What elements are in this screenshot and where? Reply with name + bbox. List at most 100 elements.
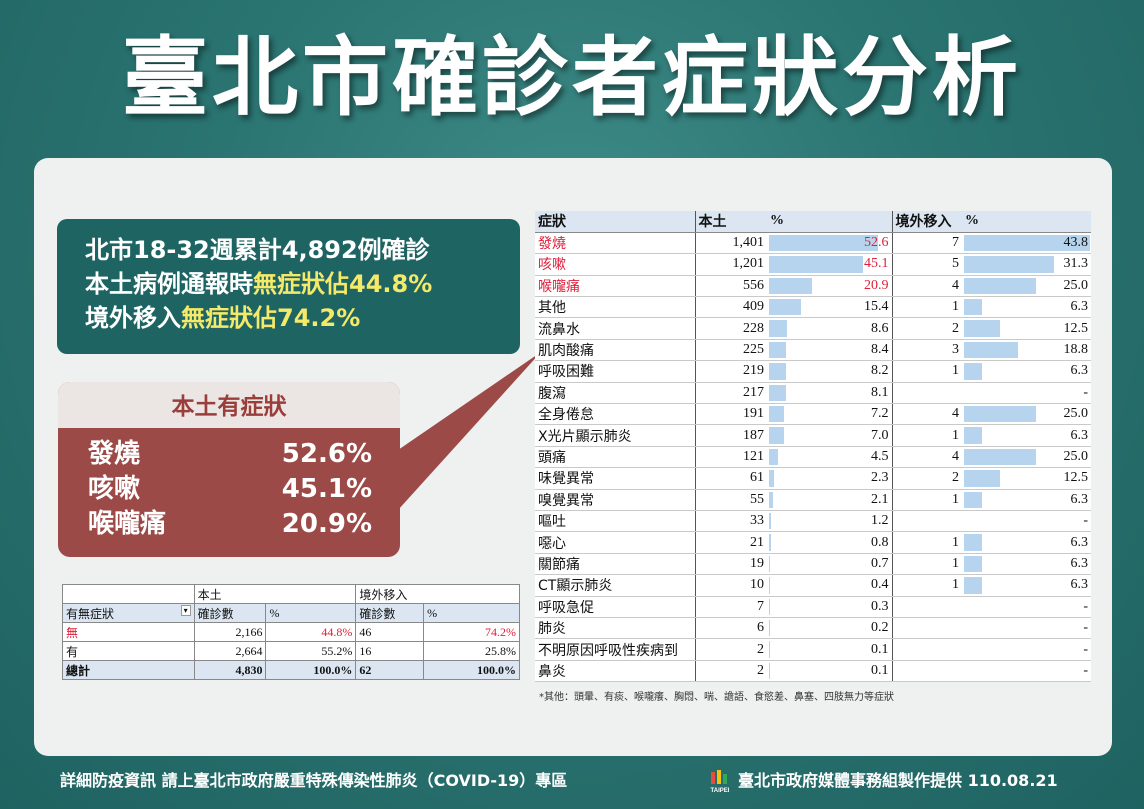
local-pct-label: 45.1 [864, 256, 889, 272]
col-count-header: 確診數 [193, 603, 267, 623]
local-pct-bar [769, 598, 770, 615]
local-pct-label: 0.1 [871, 662, 889, 678]
imported-pct-cell: 6.3 [962, 574, 1091, 597]
local-count: 19 [694, 553, 767, 576]
local-pct-bar [769, 406, 784, 423]
symptom-name: 肌肉酸痛 [535, 339, 695, 362]
symptom-name: 呼吸困難 [535, 360, 695, 383]
imported-pct-cell: 6.3 [962, 531, 1091, 554]
symptom-pct: 45.1% [281, 474, 372, 504]
summary-line-3-prefix: 境外移入 [85, 304, 181, 332]
imported-pct-cell: 31.3 [962, 253, 1091, 276]
imported-pct: 25.8% [423, 641, 520, 661]
imported-pct-label: 6.3 [1070, 534, 1089, 550]
col-symptom-header[interactable]: 有無症狀 ▾ [62, 603, 195, 623]
local-pct-label: 0.8 [871, 534, 889, 550]
local-pct-cell: 8.6 [767, 317, 892, 340]
local-pct-cell: 7.2 [767, 403, 892, 426]
imported-pct-cell: - [962, 510, 1091, 533]
table-row: CT顯示肺炎 10 0.4 1 6.3 [535, 574, 1091, 597]
local-count: 61 [694, 467, 767, 490]
imported-pct-cell: 6.3 [962, 489, 1091, 511]
local-pct-bar [769, 299, 801, 316]
imported-pct-cell: 12.5 [962, 317, 1091, 340]
imported-pct-bar [964, 491, 983, 508]
local-count: 2,166 [193, 622, 267, 642]
local-pct-bar [769, 448, 779, 466]
imported-pct-cell: 6.3 [962, 424, 1091, 447]
local-count: 191 [694, 403, 767, 426]
local-pct-bar [769, 427, 784, 444]
imported-pct-bar [964, 406, 1036, 423]
local-count: 21 [694, 531, 767, 554]
imported-pct-label: - [1083, 620, 1088, 636]
symptom-name: 不明原因呼吸性疾病到 [535, 638, 695, 661]
imported-pct-label: 18.8 [1063, 342, 1089, 358]
imported-pct-cell: - [962, 382, 1091, 405]
imported-pct-label: - [1083, 513, 1088, 529]
imported-pct-cell: 25.0 [962, 275, 1091, 298]
imported-pct-bar [964, 277, 1036, 295]
local-pct-bar [769, 577, 770, 594]
symptom-name: 關節痛 [535, 553, 695, 576]
local-count: 219 [694, 360, 767, 383]
local-pct-bar [769, 555, 771, 573]
summary-line-2-prefix: 本土病例通報時 [85, 270, 253, 298]
local-pct-cell: 2.3 [767, 467, 892, 490]
local-pct-cell: 52.6 [767, 232, 892, 255]
imported-count: 4 [891, 446, 962, 469]
local-pct-bar [769, 470, 774, 487]
imported-pct-label: 25.0 [1063, 277, 1089, 293]
col-imported-pct-header: % [962, 211, 1091, 233]
table-row: 嗅覺異常 55 2.1 1 6.3 [535, 489, 1091, 511]
imported-count: 4 [891, 403, 962, 426]
summary-line-3-highlight: 無症狀佔74.2% [181, 304, 361, 332]
imported-count: 4 [891, 275, 962, 298]
local-pct: 100.0% [265, 660, 357, 680]
local-pct-bar [769, 384, 786, 402]
imported-count: 1 [891, 360, 962, 383]
col-pct-header: % [265, 603, 357, 623]
imported-count [891, 510, 962, 533]
local-pct-label: 0.2 [871, 620, 889, 636]
table-row: 有 2,664 55.2% 16 25.8% [62, 641, 520, 661]
symptom-name: 鼻炎 [535, 660, 695, 683]
local-count: 409 [694, 296, 767, 319]
symptom-name: 發燒 [535, 232, 695, 255]
summary-line-3: 境外移入無症狀佔74.2% [85, 301, 492, 335]
imported-pct-bar [964, 341, 1018, 359]
table-row: 呼吸困難 219 8.2 1 6.3 [535, 360, 1091, 383]
local-pct-label: 7.0 [871, 427, 889, 443]
imported-count: 1 [891, 489, 962, 511]
imported-count [891, 382, 962, 405]
local-count: 33 [694, 510, 767, 533]
imported-pct-cell: 6.3 [962, 553, 1091, 576]
table-cell [62, 584, 195, 604]
row-label: 總計 [62, 660, 195, 680]
table-row: 其他 409 15.4 1 6.3 [535, 296, 1091, 319]
filter-dropdown-icon[interactable]: ▾ [180, 604, 191, 616]
imported-count: 2 [891, 467, 962, 490]
imported-pct-label: 6.3 [1070, 577, 1089, 593]
group-local-header: 本土 [193, 584, 357, 604]
local-pct-label: 0.1 [871, 641, 889, 657]
local-pct-cell: 0.8 [767, 531, 892, 554]
table-row: 鼻炎 2 0.1 - [535, 660, 1091, 683]
imported-pct-bar [964, 256, 1054, 273]
local-pct-cell: 45.1 [767, 253, 892, 276]
local-count: 228 [694, 317, 767, 340]
local-pct-label: 4.5 [871, 448, 889, 464]
local-pct-label: 0.7 [871, 555, 889, 571]
local-count: 1,401 [694, 232, 767, 255]
symptom-name: 腹瀉 [535, 382, 695, 405]
imported-count: 1 [891, 424, 962, 447]
imported-count [891, 638, 962, 661]
imported-count: 62 [355, 660, 425, 680]
imported-pct-bar [964, 448, 1036, 466]
table-row: 不明原因呼吸性疾病到 2 0.1 - [535, 638, 1091, 661]
imported-pct: 100.0% [423, 660, 520, 680]
imported-count [891, 617, 962, 640]
local-pct-label: 8.4 [871, 342, 889, 358]
local-count: 7 [694, 596, 767, 618]
imported-pct-label: - [1083, 641, 1088, 657]
